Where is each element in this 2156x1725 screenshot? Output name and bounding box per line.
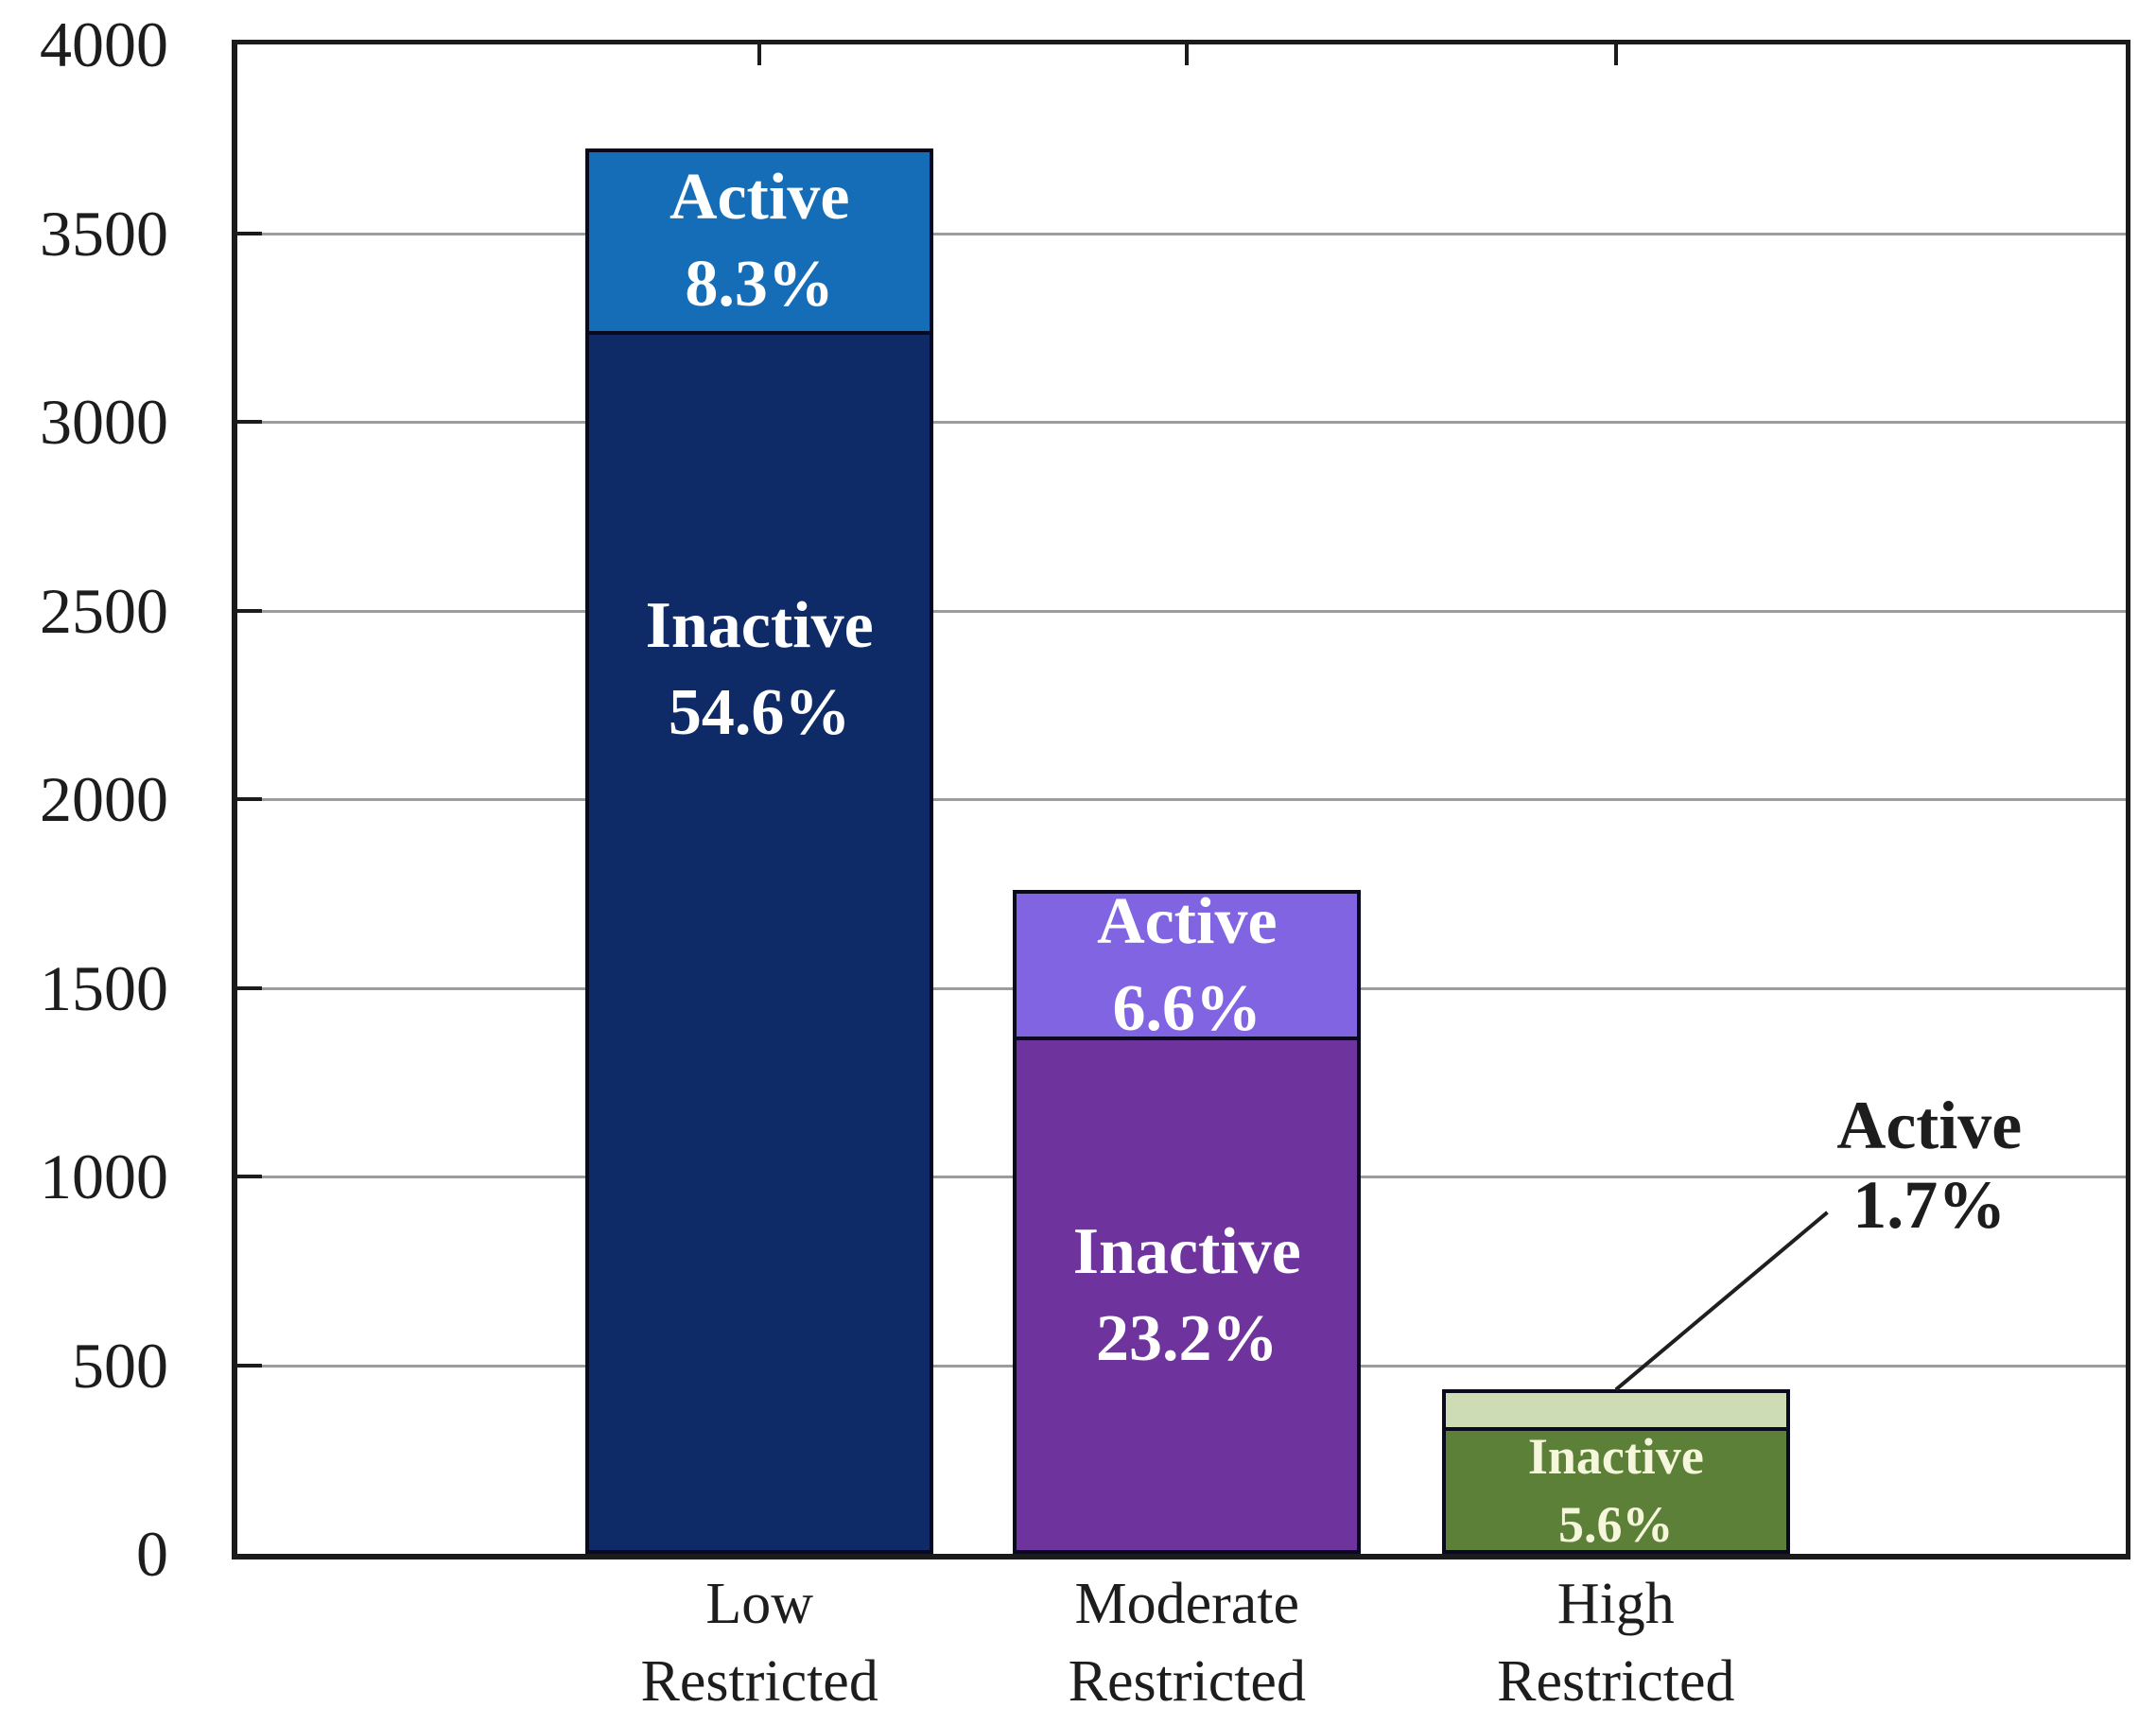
segment-label-percent: 8.3% (685, 248, 834, 322)
y-tick-label-3500: 3500 (40, 197, 168, 270)
x-category-label-2: High Restricted (1323, 1565, 1909, 1720)
bar-segment-inactive-0: Inactive 54.6% (585, 331, 934, 1554)
top-tick-mark-0 (757, 44, 762, 65)
gridline-3000 (237, 421, 2126, 424)
segment-label-inactive-1: Inactive 23.2% (1017, 1209, 1357, 1383)
y-tick-mark-2500 (237, 608, 262, 613)
y-tick-label-2000: 2000 (40, 763, 168, 835)
y-tick-mark-500 (237, 1363, 262, 1368)
segment-label-percent: 23.2% (1096, 1301, 1278, 1375)
annotation-label-active-high: Active 1.7% (1645, 1086, 2156, 1245)
gridline-2000 (237, 798, 2126, 801)
plot-area: Inactive 54.6% Active 8.3% Inactive 23.2% Acti… (232, 40, 2130, 1559)
annotation-text-line: 1.7% (1852, 1167, 2007, 1244)
y-tick-label-1500: 1500 (40, 951, 168, 1024)
bar-segment-inactive-1: Inactive 23.2% (1013, 1037, 1362, 1554)
x-label-line: Restricted (640, 1649, 878, 1714)
x-category-label-0: Low Restricted (466, 1565, 1052, 1720)
segment-label-name: Active (1097, 884, 1278, 958)
bar-segment-active-1: Active 6.6% (1013, 885, 1362, 1045)
segment-label-inactive-0: Inactive 54.6% (589, 583, 930, 757)
y-tick-label-1000: 1000 (40, 1141, 168, 1212)
annotation-text-line: Active (1836, 1088, 2023, 1164)
segment-label-active-1: Active 6.6% (1017, 879, 1357, 1053)
y-tick-label-2500: 2500 (40, 574, 168, 647)
y-tick-label-3000: 3000 (40, 386, 168, 458)
y-tick-label-0: 0 (136, 1518, 168, 1590)
y-tick-mark-1000 (237, 1175, 262, 1178)
y-tick-mark-2000 (237, 797, 262, 801)
top-tick-mark-2 (1613, 44, 1618, 65)
gridline-2500 (237, 609, 2126, 613)
x-label-line: High (1556, 1572, 1675, 1636)
bar-segment-inactive-2: Inactive 5.6% (1441, 1427, 1790, 1554)
segment-label-name: Inactive (645, 588, 874, 662)
segment-label-percent: 54.6% (668, 675, 851, 749)
y-tick-mark-3000 (237, 420, 262, 424)
segment-label-percent: 5.6% (1558, 1496, 1674, 1554)
top-tick-mark-1 (1185, 44, 1190, 65)
bar-segment-active-2 (1441, 1389, 1790, 1428)
y-tick-label-4000: 4000 (40, 9, 168, 80)
segment-label-percent: 6.6% (1112, 971, 1262, 1045)
segment-label-inactive-2: Inactive 5.6% (1446, 1422, 1786, 1559)
x-category-label-1: Moderate Restricted (894, 1565, 1480, 1720)
x-label-line: Low (705, 1572, 813, 1636)
y-tick-label-500: 500 (72, 1329, 168, 1402)
segment-label-active-0: Active 8.3% (589, 154, 930, 328)
x-label-line: Moderate (1074, 1572, 1300, 1636)
x-label-line: Restricted (1497, 1649, 1735, 1714)
y-tick-mark-3500 (237, 231, 262, 235)
segment-label-name: Active (669, 161, 850, 235)
bar-segment-active-0: Active 8.3% (585, 148, 934, 332)
x-label-line: Restricted (1068, 1649, 1306, 1714)
gridline-3500 (237, 232, 2126, 235)
segment-label-name: Inactive (1527, 1428, 1704, 1486)
segment-label-name: Inactive (1072, 1214, 1301, 1288)
y-tick-mark-1500 (237, 985, 262, 990)
